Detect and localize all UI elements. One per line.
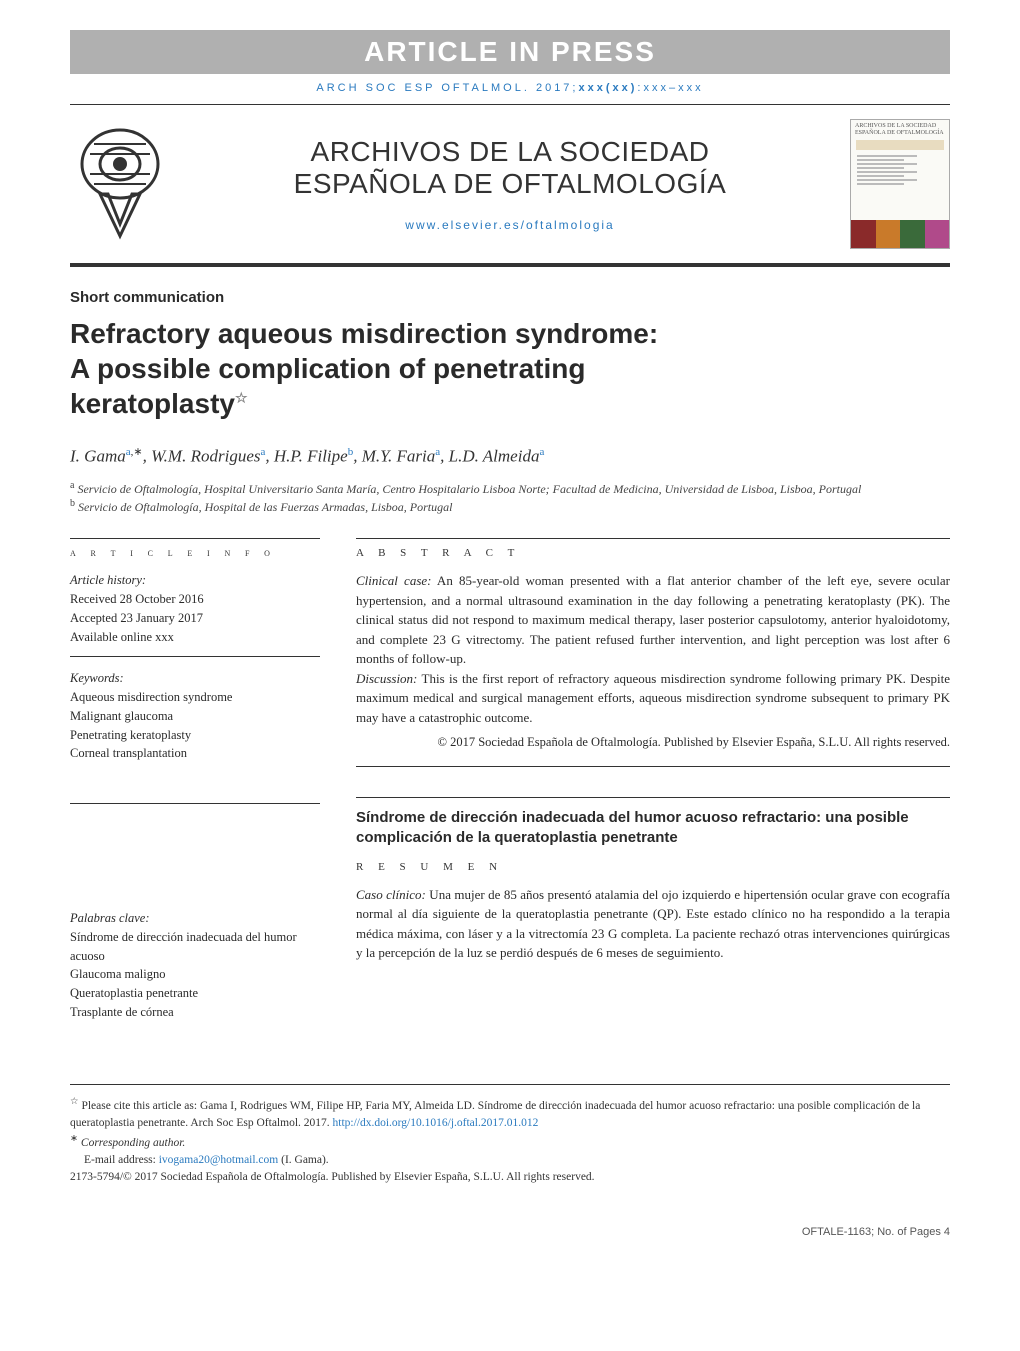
left-column-gap <box>70 803 320 909</box>
footnotes-block: ☆ Please cite this article as: Gama I, R… <box>70 1084 950 1187</box>
affiliation-a-text: Servicio de Oftalmología, Hospital Unive… <box>77 482 861 496</box>
resumen-heading: R E S U M E N <box>356 861 950 873</box>
affiliations: a Servicio de Oftalmología, Hospital Uni… <box>70 479 950 517</box>
author-3-aff: a <box>435 446 440 458</box>
citation-suffix: :xxx–xxx <box>637 82 703 94</box>
authors-line: I. Gamaa,∗, W.M. Rodriguesa, H.P. Filipe… <box>70 445 950 467</box>
email-label: E-mail address: <box>84 1154 159 1166</box>
history-online: Available online xxx <box>70 628 320 647</box>
email-suffix: (I. Gama). <box>278 1154 328 1166</box>
cover-swatch-1 <box>876 220 901 248</box>
citation-prefix: ARCH SOC ESP OFTALMOL. 2017; <box>316 82 578 94</box>
author-1-aff: a <box>260 446 265 458</box>
author-4: L.D. Almeida <box>449 447 540 466</box>
journal-url-link[interactable]: www.elsevier.es/oftalmologia <box>190 218 830 232</box>
cover-swatch-3 <box>925 220 950 248</box>
palabras-block: Palabras clave: Síndrome de dirección in… <box>70 909 320 1032</box>
footnote-asterisk-icon: ∗ <box>70 1133 78 1144</box>
article-title-line2: A possible complication of penetrating <box>70 353 585 384</box>
article-info-heading: A R T I C L E I N F O <box>70 538 320 559</box>
spanish-title: Síndrome de dirección inadecuada del hum… <box>356 797 950 849</box>
cover-thumb-bar <box>856 140 944 150</box>
info-abstract-columns: A R T I C L E I N F O Article history: R… <box>70 538 950 1043</box>
corresponding-author-text: Corresponding author. <box>78 1137 185 1149</box>
palabras-label: Palabras clave: <box>70 909 320 928</box>
keyword-3: Corneal transplantation <box>70 744 320 763</box>
cover-thumb-lines <box>851 151 949 189</box>
article-title-line1: Refractory aqueous misdirection syndrome… <box>70 318 658 349</box>
in-press-banner: ARTICLE IN PRESS <box>70 30 950 74</box>
history-received: Received 28 October 2016 <box>70 590 320 609</box>
cover-thumb-title: ARCHIVOS DE LA SOCIEDAD ESPAÑOLA DE OFTA… <box>851 120 949 139</box>
resumen-body: Caso clínico: Una mujer de 85 años prese… <box>356 885 950 977</box>
history-accepted: Accepted 23 January 2017 <box>70 609 320 628</box>
keyword-0: Aqueous misdirection syndrome <box>70 688 320 707</box>
keywords-block: Keywords: Aqueous misdirection syndrome … <box>70 669 320 773</box>
abstract-heading: A B S T R A C T <box>356 538 950 559</box>
abstract-column: A B S T R A C T Clinical case: An 85-yea… <box>356 538 950 1043</box>
right-column-gap <box>356 767 950 797</box>
affiliation-a: a Servicio de Oftalmología, Hospital Uni… <box>70 479 950 498</box>
keywords-label: Keywords: <box>70 669 320 688</box>
author-4-aff: a <box>539 446 544 458</box>
history-label: Article history: <box>70 571 320 590</box>
abstract-case-label: Clinical case: <box>356 573 431 588</box>
author-2: H.P. Filipe <box>274 447 348 466</box>
journal-header: ARCHIVOS DE LA SOCIEDAD ESPAÑOLA DE OFTA… <box>70 104 950 267</box>
cover-swatch-0 <box>851 220 876 248</box>
page-footer: OFTALE-1163; No. of Pages 4 <box>70 1226 950 1238</box>
abstract-disc-text: This is the first report of refractory a… <box>356 671 950 725</box>
corresponding-author-asterisk-icon: ∗ <box>133 446 142 458</box>
email-footnote: E-mail address: ivogama20@hotmail.com (I… <box>70 1152 950 1169</box>
journal-title-block: ARCHIVOS DE LA SOCIEDAD ESPAÑOLA DE OFTA… <box>190 136 830 232</box>
article-title-line3: keratoplasty <box>70 388 235 419</box>
author-2-aff: b <box>348 446 354 458</box>
journal-cover-thumbnail: ARCHIVOS DE LA SOCIEDAD ESPAÑOLA DE OFTA… <box>850 119 950 249</box>
palabra-2: Queratoplastia penetrante <box>70 984 320 1003</box>
author-0: I. Gama <box>70 447 126 466</box>
society-logo <box>70 124 170 244</box>
keyword-2: Penetrating keratoplasty <box>70 726 320 745</box>
abstract-disc-label: Discussion: <box>356 671 417 686</box>
article-history-block: Article history: Received 28 October 201… <box>70 571 320 657</box>
keyword-1: Malignant glaucoma <box>70 707 320 726</box>
resumen-case-label: Caso clínico: <box>356 887 426 902</box>
issn-copyright-line: 2173-5794/© 2017 Sociedad Española de Of… <box>70 1169 950 1186</box>
affiliation-b-text: Servicio de Oftalmología, Hospital de la… <box>78 500 452 514</box>
footnote-star-icon: ☆ <box>70 1096 79 1107</box>
corresponding-author-footnote: ∗ Corresponding author. <box>70 1132 950 1152</box>
email-link[interactable]: ivogama20@hotmail.com <box>159 1154 279 1166</box>
journal-title-line1: ARCHIVOS DE LA SOCIEDAD <box>311 136 710 167</box>
affiliation-b: b Servicio de Oftalmología, Hospital de … <box>70 497 950 516</box>
article-info-column: A R T I C L E I N F O Article history: R… <box>70 538 320 1043</box>
abstract-copyright: © 2017 Sociedad Española de Oftalmología… <box>356 733 950 752</box>
resumen-case-text: Una mujer de 85 años presentó atalamia d… <box>356 887 950 961</box>
palabra-3: Trasplante de córnea <box>70 1003 320 1022</box>
palabra-0: Síndrome de dirección inadecuada del hum… <box>70 928 320 966</box>
left-column-divider <box>70 803 320 804</box>
cite-as-footnote: ☆ Please cite this article as: Gama I, R… <box>70 1095 950 1132</box>
cover-swatch-2 <box>900 220 925 248</box>
section-label: Short communication <box>70 289 950 306</box>
abstract-case-text: An 85-year-old woman presented with a fl… <box>356 573 950 666</box>
journal-title-line2: ESPAÑOLA DE OFTALMOLOGÍA <box>294 168 727 199</box>
citation-volume: xxx(xx) <box>579 82 638 94</box>
doi-link[interactable]: http://dx.doi.org/10.1016/j.oftal.2017.0… <box>333 1117 539 1129</box>
cover-thumb-foot <box>851 220 949 248</box>
journal-title: ARCHIVOS DE LA SOCIEDAD ESPAÑOLA DE OFTA… <box>190 136 830 200</box>
title-footnote-star-icon: ☆ <box>235 390 248 406</box>
article-title: Refractory aqueous misdirection syndrome… <box>70 316 950 421</box>
palabra-1: Glaucoma maligno <box>70 965 320 984</box>
author-1: W.M. Rodrigues <box>151 447 260 466</box>
abstract-body: Clinical case: An 85-year-old woman pres… <box>356 571 950 767</box>
citation-line: ARCH SOC ESP OFTALMOL. 2017;xxx(xx):xxx–… <box>70 82 950 94</box>
author-3: M.Y. Faria <box>362 447 436 466</box>
